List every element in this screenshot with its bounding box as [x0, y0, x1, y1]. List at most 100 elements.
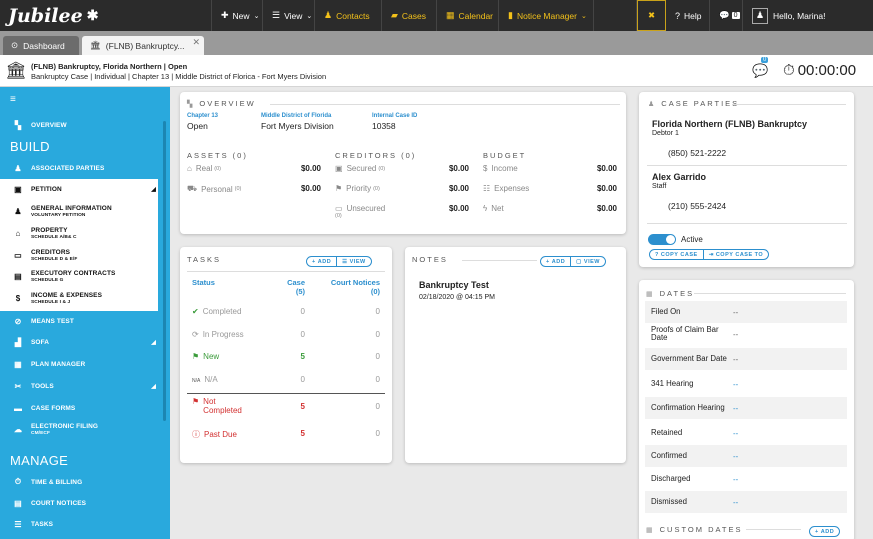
tasks-add-button[interactable]: + ADD [312, 258, 332, 265]
view-menu[interactable]: ☰ View ⌄ [263, 0, 315, 31]
calendar-link[interactable]: ▦ Calendar [437, 0, 499, 31]
internal-id-label: Internal Case ID [372, 113, 418, 119]
task-row-past-due[interactable]: ⓘ Past Due [192, 430, 237, 439]
notes-card: NOTES + ADD ▢ VIEW Bankruptcy Test 02/18… [405, 247, 626, 463]
dates-title: ▦ DATES [646, 289, 695, 298]
task-case-value: 5 [300, 402, 305, 411]
notes-view-button[interactable]: ▢ VIEW [570, 257, 605, 266]
date-row-341-hearing[interactable]: 341 Hearing -- [651, 379, 739, 389]
staff-name[interactable]: Alex Garrido [652, 172, 707, 182]
sidebar-item-means-test[interactable]: ⊘ MEANS TEST [0, 317, 158, 326]
tab-dashboard[interactable]: ⊙ Dashboard [3, 36, 79, 55]
logo-star-icon: ✱ [86, 7, 99, 24]
active-toggle[interactable] [648, 234, 676, 245]
asset-real: ⌂ Real (0) [187, 164, 222, 173]
budget-net-amount: $0.00 [596, 204, 617, 213]
case-details: Bankruptcy Case | Individual | Chapter 1… [31, 72, 327, 81]
notes-actions: + ADD ▢ VIEW [540, 256, 606, 267]
date-row-confirmed[interactable]: Confirmed -- [645, 445, 847, 467]
list-icon: ☰ [272, 10, 281, 20]
tasks-icon: ☰ [14, 520, 22, 529]
copy-case-button[interactable]: ? COPY CASE [655, 251, 698, 258]
task-row-not-completed[interactable]: ⚑ Not Completed [192, 397, 242, 415]
sidebar-item-plan-manager[interactable]: ▦ PLAN MANAGER [0, 360, 158, 369]
sidebar-item-tools[interactable]: ✂ TOOLS ◢ [0, 382, 158, 391]
date-row-proofs-of-claim[interactable]: Proofs of Claim Bar Date -- [651, 325, 739, 342]
sidebar-item-income-expenses[interactable]: $ INCOME & EXPENSES SCHEDULE I & J [0, 292, 158, 305]
tasks-view-button[interactable]: ☰ VIEW [336, 257, 371, 266]
sidebar-item-case-forms[interactable]: ▬ CASE FORMS [0, 404, 158, 413]
notice-manager-menu[interactable]: ▮ Notice Manager ⌄ [499, 0, 594, 31]
car-icon: ⛟ [187, 184, 198, 193]
task-row-new[interactable]: ⚑ New [192, 352, 220, 361]
custom-dates-add-button[interactable]: + ADD [809, 526, 841, 537]
tasks-col-case-count: (5) [295, 287, 305, 296]
contract-icon: ▤ [14, 272, 22, 281]
settings-button[interactable]: ✖ [637, 0, 666, 31]
date-row-filed-on[interactable]: Filed On -- [645, 301, 847, 323]
sidebar-item-petition[interactable]: ▣ PETITION ◢ [0, 185, 158, 194]
notes-add-button[interactable]: + ADD [546, 258, 566, 265]
sidebar-item-property[interactable]: ⌂ PROPERTY SCHEDULE A/B& C [0, 227, 158, 240]
user-avatar-icon: ♟ [752, 7, 768, 24]
task-row-completed[interactable]: ✔ Completed [192, 307, 242, 316]
sidebar-item-electronic-filing[interactable]: ☁ ELECTRONIC FILING CM/ECF [0, 423, 158, 436]
user-menu[interactable]: ♟ Hello, Marina! [743, 0, 840, 31]
sidebar-item-tasks[interactable]: ☰ TASKS [0, 520, 158, 529]
overview-title: ▚ OVERVIEW [187, 99, 256, 108]
debtor-phone[interactable]: (850) 521-2222 [668, 148, 727, 158]
sidebar-item-general-information[interactable]: ♟ GENERAL INFORMATION VOLUNTARY PETITION [0, 205, 158, 218]
case-chat-badge: 0 [761, 57, 769, 63]
creditors-title: CREDITORS (0) [335, 151, 417, 160]
tasks-title: TASKS [187, 255, 222, 264]
task-row-na[interactable]: N/A N/A [192, 375, 218, 384]
courthouse-icon: 🏛 [90, 40, 101, 50]
sidebar-item-overview[interactable]: ▚ OVERVIEW [0, 121, 158, 130]
app-logo[interactable]: Jubilee ✱ [0, 0, 212, 31]
date-row-discharged[interactable]: Discharged -- [651, 474, 739, 484]
budget-income-amount: $0.00 [596, 164, 617, 173]
task-court-value: 0 [375, 375, 380, 384]
tasks-col-court-count: (0) [370, 287, 380, 296]
sidebar-item-court-notices[interactable]: ▤ COURT NOTICES [0, 499, 158, 508]
case-chat-icon[interactable]: 💬 [752, 63, 769, 78]
messages-count: 0 [731, 12, 740, 19]
task-row-in-progress[interactable]: ⟳ In Progress [192, 330, 244, 339]
credit-card-icon: ▭ [14, 251, 22, 260]
district-value: Fort Myers Division [261, 121, 334, 131]
hamburger-icon[interactable]: ≡ [10, 94, 16, 105]
date-row-retained[interactable]: Retained -- [651, 428, 739, 438]
sidebar: ≡ ▚ OVERVIEW BUILD ♟ ASSOCIATED PARTIES ▣ P… [0, 87, 170, 539]
staff-phone[interactable]: (210) 555-2424 [668, 201, 727, 211]
sidebar-item-creditors[interactable]: ▭ CREDITORS SCHEDULE D & E/F [0, 249, 158, 262]
task-case-value: 5 [300, 352, 305, 361]
clock-icon: ⏱ [14, 477, 22, 486]
chevron-down-icon: ⌄ [306, 12, 313, 20]
note-title[interactable]: Bankruptcy Test [419, 280, 489, 290]
sidebar-scrollbar[interactable] [163, 121, 166, 421]
top-nav: Jubilee ✱ ✚ New ⌄ ☰ View ⌄ ♟ Contacts ▰ Cases ▦… [0, 0, 873, 31]
dollar-icon: $ [15, 294, 21, 303]
copy-case-to-button[interactable]: ⇥ COPY CASE TO [702, 250, 769, 259]
tab-case[interactable]: 🏛 (FLNB) Bankruptcy... ✕ [82, 36, 204, 55]
cases-link[interactable]: ▰ Cases [382, 0, 437, 31]
contacts-link[interactable]: ♟ Contacts [315, 0, 382, 31]
gear-icon: ✖ [647, 10, 656, 20]
close-tab-icon[interactable]: ✕ [192, 37, 200, 47]
creditor-unsecured: ▭ Unsecured [335, 204, 386, 213]
date-row-confirmation-hearing[interactable]: Confirmation Hearing -- [645, 397, 847, 419]
creditor-unsecured-amount: $0.00 [448, 204, 469, 213]
date-row-dismissed[interactable]: Dismissed -- [645, 491, 847, 513]
debtor-name[interactable]: Florida Northern (FLNB) Bankruptcy [652, 119, 808, 129]
check-icon: ✔ [192, 307, 199, 316]
help-link[interactable]: ? Help [666, 0, 710, 31]
sidebar-item-executory-contracts[interactable]: ▤ EXECUTORY CONTRACTS SCHEDULE G [0, 270, 158, 283]
sidebar-item-time-billing[interactable]: ⏱ TIME & BILLING [0, 477, 158, 487]
sidebar-item-associated-parties[interactable]: ♟ ASSOCIATED PARTIES [0, 164, 158, 173]
new-menu[interactable]: ✚ New ⌄ [212, 0, 263, 31]
messages-button[interactable]: 💬 0 [710, 0, 743, 31]
date-row-government-bar[interactable]: Government Bar Date -- [645, 348, 847, 370]
case-title: (FLNB) Bankruptcy, Florida Northern | Op… [31, 62, 188, 71]
sidebar-item-sofa[interactable]: ▟ SOFA ◢ [0, 338, 158, 347]
case-timer[interactable]: ⏱ 00:00:00 [783, 62, 857, 79]
